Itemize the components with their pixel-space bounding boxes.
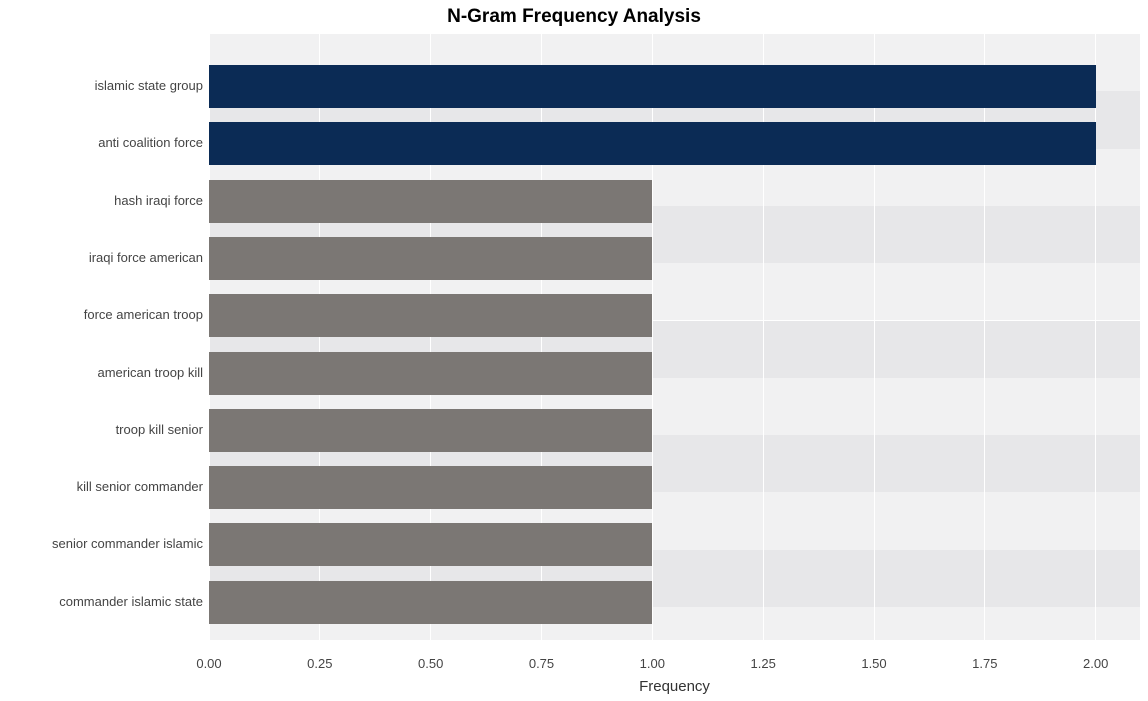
chart-title: N-Gram Frequency Analysis (0, 6, 1148, 28)
category-label: american troop kill (98, 365, 210, 380)
ngram-frequency-chart: N-Gram Frequency Analysis Frequency isla… (0, 0, 1148, 701)
category-label: anti coalition force (98, 135, 209, 150)
x-tick-label: 1.75 (972, 640, 997, 671)
category-label: troop kill senior (116, 422, 209, 437)
bar (209, 352, 652, 395)
x-tick-label: 2.00 (1083, 640, 1108, 671)
x-tick-label: 1.50 (861, 640, 886, 671)
category-label: islamic state group (95, 78, 209, 93)
category-label: force american troop (84, 307, 209, 322)
category-label: iraqi force american (89, 250, 209, 265)
category-label: hash iraqi force (114, 193, 209, 208)
bar (209, 65, 1096, 108)
x-tick-label: 0.25 (307, 640, 332, 671)
x-tick-label: 0.75 (529, 640, 554, 671)
x-tick-label: 0.00 (196, 640, 221, 671)
bar (209, 122, 1096, 165)
category-label: senior commander islamic (52, 536, 209, 551)
plot-area: Frequency islamic state groupanti coalit… (209, 34, 1140, 640)
category-label: commander islamic state (59, 594, 209, 609)
bar (209, 523, 652, 566)
bar (209, 180, 652, 223)
bar (209, 581, 652, 624)
x-axis-title: Frequency (209, 640, 1140, 695)
bar (209, 466, 652, 509)
x-tick-label: 0.50 (418, 640, 443, 671)
bar (209, 409, 652, 452)
bar (209, 237, 652, 280)
category-label: kill senior commander (77, 479, 209, 494)
bar (209, 294, 652, 337)
x-tick-label: 1.00 (640, 640, 665, 671)
x-tick-label: 1.25 (751, 640, 776, 671)
